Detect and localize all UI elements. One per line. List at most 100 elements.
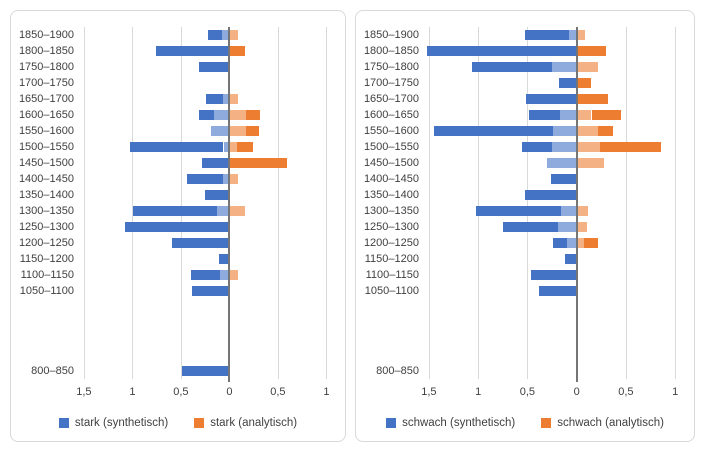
axis-tick-label: 0,5 [173, 386, 189, 398]
gridline [675, 27, 677, 379]
bar-segment-synthetisch-dark [199, 62, 230, 72]
plot-area-stark: 1,5 1 0,5 0 0,5 1 1850–1900 1800–1850 1750–1800 1… [11, 11, 345, 441]
bar-segment-analytisch-light [576, 110, 592, 120]
bar-segment-analytisch-light [576, 126, 599, 136]
bar-segment-analytisch-dark [600, 142, 662, 152]
bar-segment-synthetisch-dark [526, 94, 577, 104]
bar-segment-synthetisch-dark [524, 30, 569, 40]
bar-segment-synthetisch-light [223, 142, 230, 152]
chart-panel-stark: 1,5 1 0,5 0 0,5 1 1850–1900 1800–1850 1750–1800 1… [10, 10, 346, 442]
category-label: 1300–1350 [363, 205, 419, 217]
bar-segment-synthetisch-light [552, 142, 577, 152]
bar-segment-synthetisch-light [560, 206, 577, 216]
zero-axis-line [228, 27, 231, 382]
category-label: 1400–1450 [363, 173, 419, 185]
legend-item: stark (synthetisch) [58, 417, 168, 429]
category-label: 1800–1850 [18, 45, 74, 57]
bar-segment-synthetisch-dark [155, 46, 230, 56]
category-label: 1800–1850 [363, 45, 419, 57]
bar-segment-synthetisch-light [568, 30, 577, 40]
category-label: 1650–1700 [18, 93, 74, 105]
category-label: 1400–1450 [18, 173, 74, 185]
category-label: 1600–1650 [18, 109, 74, 121]
legend-item: schwach (synthetisch) [386, 417, 515, 429]
category-label: 1050–1100 [19, 285, 74, 297]
bar-segment-analytisch-light [576, 142, 601, 152]
bar-segment-analytisch-light [229, 142, 238, 152]
bar-segment-synthetisch-dark [186, 174, 223, 184]
legend-schwach: schwach (synthetisch) schwach (analytisch… [356, 417, 694, 429]
bar-segment-analytisch-dark [245, 110, 261, 120]
bar-segment-synthetisch-light [219, 270, 230, 280]
plot-area-schwach: 1,5 1 0,5 0 0,5 1 1850–1900 1800–1850 1750–1800 1… [356, 11, 694, 441]
bar-segment-analytisch-dark [229, 158, 287, 168]
category-label: 1550–1600 [363, 125, 419, 137]
bar-segment-synthetisch-dark [172, 238, 230, 248]
category-label: 1850–1900 [363, 29, 419, 41]
bar-segment-synthetisch-light [222, 94, 230, 104]
bar-segment-analytisch-dark [576, 46, 607, 56]
bar-segment-synthetisch-dark [181, 366, 230, 376]
axis-tick-label: 1 [475, 386, 482, 398]
bar-segment-synthetisch-dark [218, 254, 230, 264]
bar-segment-synthetisch-dark [564, 254, 577, 264]
bar-segment-analytisch-dark [591, 110, 622, 120]
axis-tick-label: 0,5 [519, 386, 536, 398]
category-label: 1150–1200 [19, 253, 74, 265]
axis-tick-label: 1 [323, 386, 330, 398]
category-label: 1050–1100 [364, 285, 419, 297]
bar-segment-analytisch-dark [576, 78, 592, 88]
bar-segment-synthetisch-dark [531, 270, 577, 280]
category-label: 1700–1750 [18, 77, 74, 89]
bar-segment-analytisch-light [576, 158, 605, 168]
bar-segment-analytisch-dark [576, 94, 609, 104]
bar-segment-synthetisch-dark [206, 94, 223, 104]
legend-label: schwach (analytisch) [557, 417, 664, 429]
bar-segment-analytisch-light [229, 126, 246, 136]
bar-segment-analytisch-light [229, 30, 239, 40]
zero-axis-line [575, 27, 578, 382]
bar-segment-synthetisch-light [210, 126, 230, 136]
axis-tick-label: 0,5 [270, 386, 286, 398]
bar-segment-synthetisch-light [553, 126, 577, 136]
bar-segment-synthetisch-dark [472, 62, 553, 72]
category-label: 1500–1550 [18, 141, 74, 153]
gridline [180, 27, 182, 379]
gridline [277, 27, 279, 379]
bar-segment-analytisch-dark [237, 142, 253, 152]
bar-segment-synthetisch-dark [433, 126, 554, 136]
bar-segment-synthetisch-dark [427, 46, 577, 56]
bar-segment-synthetisch-dark [476, 206, 561, 216]
bar-segment-analytisch-light [576, 30, 585, 40]
gridline [428, 27, 430, 379]
bar-segment-synthetisch-light [558, 222, 577, 232]
axis-tick-label: 1,5 [76, 386, 92, 398]
category-label: 1600–1650 [363, 109, 419, 121]
category-label: 1650–1700 [363, 93, 419, 105]
bar-segment-analytisch-light [229, 206, 245, 216]
axis-tick-label: 0 [226, 386, 233, 398]
bar-segment-synthetisch-light [221, 30, 230, 40]
legend-swatch-synthetisch [386, 418, 397, 428]
bar-segment-analytisch-light [576, 206, 589, 216]
category-label: 1450–1500 [18, 157, 74, 169]
category-label: 800–850 [376, 365, 419, 377]
category-label: 1100–1150 [20, 269, 74, 281]
legend-swatch-analytisch [541, 418, 552, 428]
bar-segment-synthetisch-dark [205, 190, 230, 200]
bar-segment-synthetisch-dark [124, 222, 230, 232]
category-label: 1450–1500 [363, 157, 419, 169]
bar-segment-synthetisch-light [559, 110, 577, 120]
category-label: 1150–1200 [364, 253, 419, 265]
category-label: 1350–1400 [363, 189, 419, 201]
legend-label: stark (analytisch) [210, 417, 298, 429]
category-label: 1100–1150 [365, 269, 419, 281]
legend-swatch-synthetisch [58, 418, 69, 428]
bar-segment-synthetisch-dark [199, 110, 214, 120]
gridline [132, 27, 134, 379]
bar-segment-synthetisch-dark [558, 78, 577, 88]
gridline [326, 27, 328, 379]
legend-item: stark (analytisch) [194, 417, 297, 429]
bar-segment-synthetisch-dark [524, 190, 577, 200]
